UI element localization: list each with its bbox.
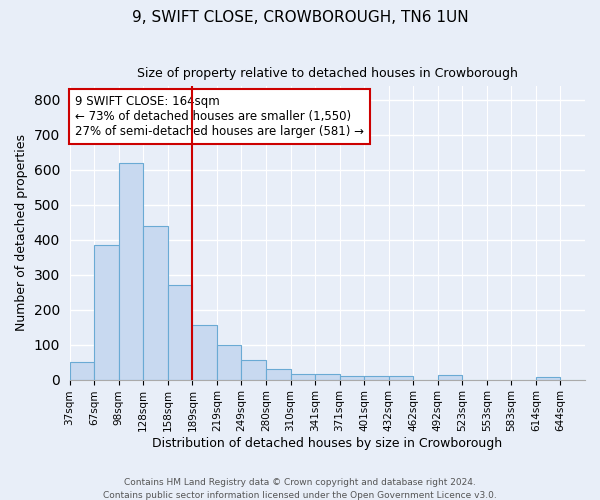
Bar: [536, 377, 560, 380]
Bar: [193, 326, 217, 380]
Text: Contains HM Land Registry data © Crown copyright and database right 2024.
Contai: Contains HM Land Registry data © Crown c…: [103, 478, 497, 500]
Bar: [143, 226, 168, 380]
Bar: [290, 374, 315, 380]
Bar: [119, 163, 143, 380]
Y-axis label: Number of detached properties: Number of detached properties: [15, 134, 28, 331]
Bar: [217, 344, 241, 380]
Bar: [168, 285, 193, 380]
Bar: [94, 245, 119, 380]
Title: Size of property relative to detached houses in Crowborough: Size of property relative to detached ho…: [137, 68, 518, 80]
Text: 9, SWIFT CLOSE, CROWBOROUGH, TN6 1UN: 9, SWIFT CLOSE, CROWBOROUGH, TN6 1UN: [131, 10, 469, 25]
Bar: [315, 374, 340, 380]
Bar: [70, 362, 94, 380]
Bar: [364, 376, 389, 380]
Text: 9 SWIFT CLOSE: 164sqm
← 73% of detached houses are smaller (1,550)
27% of semi-d: 9 SWIFT CLOSE: 164sqm ← 73% of detached …: [75, 94, 364, 138]
X-axis label: Distribution of detached houses by size in Crowborough: Distribution of detached houses by size …: [152, 437, 502, 450]
Bar: [241, 360, 266, 380]
Bar: [266, 369, 290, 380]
Bar: [340, 376, 364, 380]
Bar: [389, 376, 413, 380]
Bar: [438, 376, 462, 380]
